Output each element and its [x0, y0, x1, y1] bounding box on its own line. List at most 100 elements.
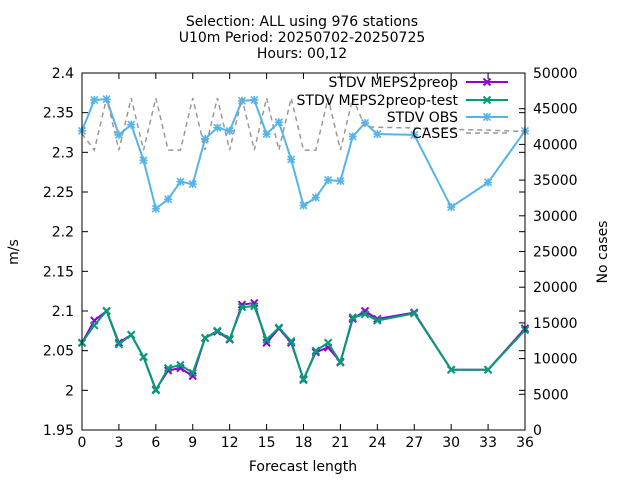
- series-layer: [77, 95, 530, 395]
- series-stdv-obs: [77, 95, 530, 213]
- data-point: [348, 132, 357, 141]
- data-point: [311, 193, 320, 202]
- plot-frame: [81, 72, 526, 431]
- data-point: [151, 386, 161, 395]
- y-tick-label: 1.95: [43, 423, 74, 439]
- legend-label: STDV OBS: [387, 110, 458, 126]
- data-point: [274, 323, 284, 332]
- y2-tick-label: 25000: [533, 245, 578, 261]
- x-tick-label: 12: [221, 435, 239, 451]
- data-point: [360, 306, 370, 316]
- legend-marker: [482, 112, 492, 122]
- y-tick-label: 2.4: [52, 66, 74, 82]
- y2-tick-label: 45000: [533, 102, 578, 118]
- legend-marker: [482, 77, 492, 87]
- y-axis-ticks: 1.95 2 2.05 2.1 2.15 2.2 2.25 2.3 2.35 2.4: [43, 66, 525, 439]
- legend-label: STDV MEPS2preop: [328, 75, 458, 91]
- x-tick-label: 3: [114, 435, 123, 451]
- data-point: [483, 365, 493, 374]
- y-tick-label: 2.3: [52, 145, 74, 161]
- data-point: [447, 203, 456, 212]
- data-point: [163, 363, 173, 373]
- data-point: [200, 333, 210, 343]
- data-point: [225, 334, 234, 343]
- data-point: [360, 118, 370, 128]
- y2-tick-label: 20000: [533, 280, 578, 296]
- data-point: [336, 358, 345, 367]
- x-tick-label: 9: [188, 435, 197, 451]
- data-point: [139, 352, 148, 362]
- data-point: [360, 309, 370, 319]
- data-point: [237, 302, 247, 312]
- data-point: [200, 134, 210, 143]
- title-line-2: U10m Period: 20250702-20250725: [179, 30, 426, 46]
- data-point: [373, 130, 382, 139]
- series-line: [81, 98, 526, 211]
- series-line: [81, 301, 526, 392]
- chart-title: Selection: ALL using 976 stations U10m P…: [179, 14, 426, 62]
- data-point: [176, 177, 185, 186]
- data-point: [250, 302, 259, 311]
- x-tick-label: 15: [258, 435, 276, 451]
- data-point: [250, 95, 259, 105]
- data-point: [213, 326, 222, 336]
- data-point: [373, 316, 382, 325]
- x-tick-label: 36: [516, 435, 534, 451]
- data-point: [102, 306, 111, 316]
- y-tick-label: 2.1: [52, 304, 74, 320]
- data-point: [286, 336, 296, 346]
- x-tick-label: 24: [368, 435, 386, 451]
- y2-tick-label: 30000: [533, 209, 578, 225]
- series-stdv-meps2preop-test: [77, 302, 530, 395]
- x-tick-label: 33: [479, 435, 497, 451]
- y2-tick-label: 5000: [533, 387, 569, 403]
- title-line-1: Selection: ALL using 976 stations: [186, 14, 418, 30]
- data-point: [176, 360, 185, 370]
- data-point: [410, 130, 419, 139]
- title-line-3: Hours: 00,12: [257, 46, 347, 62]
- data-point: [225, 126, 234, 135]
- series-cases: [81, 95, 526, 152]
- data-point: [323, 338, 333, 347]
- x-axis-label: Forecast length: [249, 459, 357, 475]
- x-tick-label: 21: [332, 435, 350, 451]
- data-point: [188, 368, 197, 378]
- data-point: [336, 176, 345, 185]
- data-point: [299, 201, 308, 210]
- data-point: [213, 123, 222, 132]
- legend: STDV MEPS2preop STDV MEPS2preop-testSTDV …: [297, 75, 508, 142]
- x-axis-ticks: 0 3 6 9 12 15 18 21 24 27 30 33 36: [78, 73, 534, 451]
- data-point: [127, 120, 136, 129]
- data-point: [262, 130, 271, 139]
- y2-tick-label: 40000: [533, 137, 578, 153]
- data-point: [446, 365, 456, 374]
- data-point: [299, 375, 308, 385]
- data-point: [127, 330, 136, 340]
- x-tick-label: 0: [78, 435, 87, 451]
- legend-marker: [482, 95, 492, 105]
- x-tick-label: 6: [151, 435, 160, 451]
- data-point: [164, 195, 173, 204]
- data-point: [262, 338, 271, 347]
- data-point: [274, 118, 283, 127]
- series-line: [81, 95, 526, 152]
- data-point: [311, 346, 321, 355]
- data-point: [188, 371, 197, 381]
- y2-tick-label: 0: [533, 423, 542, 439]
- legend-label: STDV MEPS2preop-test: [297, 93, 459, 109]
- data-point: [373, 314, 382, 324]
- y2-tick-label: 35000: [533, 173, 578, 189]
- y2-axis-ticks: 0 5000 10000 15000 20000 25000 30000 35000 40000…: [519, 66, 578, 439]
- data-point: [139, 156, 148, 165]
- data-point: [188, 180, 197, 189]
- y-axis-label: m/s: [6, 239, 22, 265]
- y2-tick-label: 50000: [533, 66, 578, 82]
- y2-tick-label: 15000: [533, 316, 578, 332]
- data-point: [114, 130, 123, 139]
- y-tick-label: 2.05: [43, 344, 74, 360]
- data-point: [484, 178, 493, 187]
- data-point: [114, 340, 124, 349]
- data-point: [410, 309, 419, 318]
- data-point: [324, 176, 333, 185]
